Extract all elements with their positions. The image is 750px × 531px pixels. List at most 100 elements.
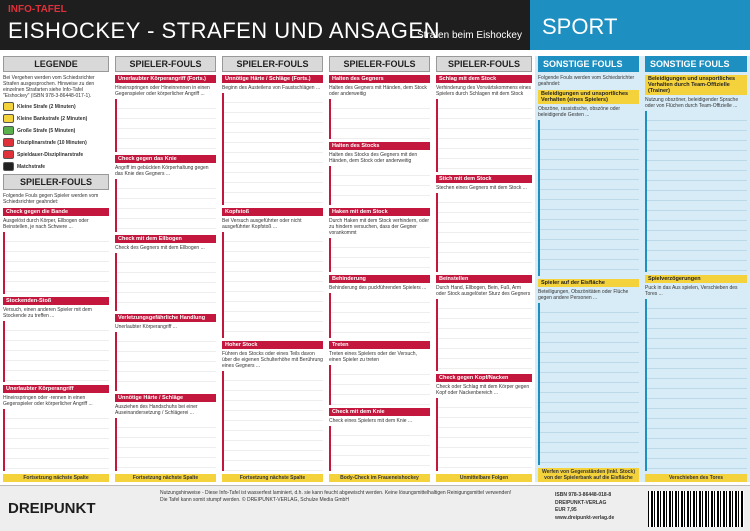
penalty-icons bbox=[3, 320, 109, 383]
section: Unerlaubter Körperangriff (Forts.) Hinein… bbox=[115, 75, 216, 152]
section: Hoher Stock Führen des Stocks oder eines … bbox=[222, 341, 323, 471]
section-text: Halten des Stocks des Gegners mit den Hä… bbox=[329, 151, 418, 164]
section: Stockenden-Stoß Versuch, einen anderen Sp… bbox=[3, 296, 109, 383]
penalty-icons bbox=[436, 99, 532, 172]
section: Schlag mit dem Stock Verhinderung des Vor… bbox=[436, 75, 532, 172]
penalty-icons bbox=[436, 398, 532, 471]
section-heading: Verletzungsgefährliche Handlung bbox=[115, 314, 216, 323]
section-text: Angriff im gebückten Körperhaltung gegen… bbox=[115, 164, 209, 177]
column: SONSTIGE FOULS Folgende Fouls werden vom … bbox=[535, 56, 642, 482]
legend-text: Kleine Strafe (2 Minuten) bbox=[17, 103, 76, 110]
column-footer: Body-Check im Fraueneishockey bbox=[329, 474, 430, 482]
column: SONSTIGE FOULS Beleidigungen und unsportl… bbox=[642, 56, 750, 482]
penalty-icons bbox=[538, 303, 639, 465]
column-footer: Werfen von Gegenständen (inkl. Stock) vo… bbox=[538, 468, 639, 482]
penalty-icons bbox=[115, 252, 216, 312]
section: Check gegen Kopf/Nacken Check oder Schlag… bbox=[436, 374, 532, 471]
penalty-icons bbox=[222, 93, 323, 205]
sub-intro: Folgende Fouls gegen Spieler werden vom … bbox=[3, 193, 99, 205]
column: SPIELER-FOULS Unerlaubter Körperangriff (… bbox=[112, 56, 219, 482]
legend-item: Kleine Bankstrafe (2 Minuten) bbox=[3, 114, 109, 123]
legend-text: Kleine Bankstrafe (2 Minuten) bbox=[17, 115, 88, 122]
section: Unnötige Härte / Schläge (Forts.) Beginn … bbox=[222, 75, 323, 205]
section: Behinderung Behinderung des puckführenden… bbox=[329, 274, 430, 338]
section-heading: Spielverzögerungen bbox=[645, 274, 747, 283]
legend-badge bbox=[3, 138, 14, 147]
section: Spieler auf der Eisfläche Beteiligungen, … bbox=[538, 279, 639, 465]
publisher: DREIPUNKT-VERLAG bbox=[555, 499, 607, 506]
penalty-icons bbox=[329, 365, 430, 405]
header-title: EISHOCKEY - STRAFEN UND ANSAGEN bbox=[8, 18, 440, 43]
legend-item: Disziplinarstrafe (10 Minuten) bbox=[3, 138, 109, 147]
legend-text: Disziplinarstrafe (10 Minuten) bbox=[17, 139, 87, 146]
column-footer: Verschieben des Tores bbox=[645, 474, 747, 482]
section-heading: Check gegen Kopf/Nacken bbox=[436, 374, 532, 383]
section: Check gegen das Knie Angriff im gebückten… bbox=[115, 154, 216, 232]
penalty-icons bbox=[115, 178, 216, 232]
section-heading: Check gegen die Bande bbox=[3, 208, 109, 216]
penalty-icons bbox=[329, 292, 430, 338]
penalty-icons bbox=[115, 332, 216, 392]
section-heading: Unerlaubter Körperangriff bbox=[3, 385, 109, 394]
header-label: INFO-TAFEL bbox=[8, 4, 67, 15]
section-text: Stechen eines Gegners mit dem Stock ... bbox=[436, 184, 527, 191]
legend-item: Große Strafe (5 Minuten) bbox=[3, 126, 109, 135]
intro: Folgende Fouls werden vom Schiedsrichter… bbox=[538, 75, 635, 87]
section: Kopfstoß Bei Versuch ausgeführter oder ni… bbox=[222, 208, 323, 338]
penalty-icons bbox=[329, 99, 430, 139]
header-band: INFO-TAFEL EISHOCKEY - STRAFEN UND ANSAG… bbox=[0, 0, 530, 50]
section-text: Durch Hand, Ellbogen, Bein, Fuß, Arm ode… bbox=[436, 284, 531, 297]
section-text: Hineinspringen oder Hineinrennen in eine… bbox=[115, 85, 210, 97]
section-text: Halten des Gegners mit Händen, dem Stock… bbox=[329, 85, 427, 97]
legend-item: Spieldauer-Disziplinarstrafe bbox=[3, 150, 109, 159]
section: Halten des Gegners Halten des Gegners mit… bbox=[329, 75, 430, 139]
section: Check mit dem Ellbogen Check des Gegners … bbox=[115, 234, 216, 312]
column-footer: Fortsetzung nächste Spalte bbox=[115, 473, 216, 482]
column-footer: Fortsetzung nächste Spalte bbox=[222, 474, 323, 482]
legend-text: Große Strafe (5 Minuten) bbox=[17, 127, 76, 134]
penalty-icons bbox=[222, 371, 323, 471]
penalty-icons bbox=[222, 232, 323, 338]
penalty-icons bbox=[115, 418, 216, 471]
header-subtitle: Strafen beim Eishockey bbox=[416, 30, 522, 41]
section-heading: Halten des Gegners bbox=[329, 75, 430, 83]
section-text: Ausziehen des Handschuhs bei einer Ausei… bbox=[115, 404, 198, 417]
section-heading: Kopfstoß bbox=[222, 208, 323, 216]
section-heading: Spieler auf der Eisfläche bbox=[538, 279, 639, 287]
section-heading: Beleidigungen und unsportliches Verhalte… bbox=[538, 90, 639, 104]
imprint: ISBN 978-3-86448-018-8 DREIPUNKT-VERLAG … bbox=[555, 492, 614, 522]
price: EUR 7,95 bbox=[555, 507, 577, 513]
legend-item: Kleine Strafe (2 Minuten) bbox=[3, 102, 109, 111]
section-heading: Stich mit dem Stock bbox=[436, 174, 532, 183]
column: SPIELER-FOULS Halten des Gegners Halten de… bbox=[326, 56, 433, 482]
section-text: Puck in das Aus spielen, Verschieben des… bbox=[645, 284, 738, 297]
section-heading: Treten bbox=[329, 341, 430, 349]
notice: Nutzungshinweise - Diese Info-Tafel ist … bbox=[160, 490, 512, 503]
section-text: Unerlaubter Körperangriff ... bbox=[115, 324, 177, 331]
section: Check mit dem Knie Check eines Spielers m… bbox=[329, 407, 430, 471]
legend-badge bbox=[3, 126, 14, 135]
section-text: Versuch, einen anderen Spieler mit dem S… bbox=[3, 306, 92, 319]
section: Stich mit dem Stock Stechen eines Gegners… bbox=[436, 174, 532, 272]
section-heading: Beleidigungen und unsportliches Verhalte… bbox=[645, 75, 747, 95]
url: www.dreipunkt-verlag.de bbox=[555, 514, 615, 521]
penalty-icons bbox=[645, 111, 747, 272]
penalty-icons bbox=[3, 409, 109, 472]
section: Beleidigungen und unsportliches Verhalte… bbox=[538, 90, 639, 276]
column: SPIELER-FOULS Schlag mit dem Stock Verhind… bbox=[433, 56, 535, 482]
column-title: SPIELER-FOULS bbox=[436, 56, 532, 72]
legend-text: Matchstrafe bbox=[17, 163, 46, 170]
section-text: Hineinspringen oder -rennen in einen Geg… bbox=[3, 395, 93, 408]
section-heading: Beinstellen bbox=[436, 274, 532, 283]
section: Unerlaubter Körperangriff Hineinspringen … bbox=[3, 385, 109, 472]
section-text: Check oder Schlag mit dem Körper gegen K… bbox=[436, 384, 530, 397]
section: Check gegen die Bande Ausgelöst durch Kör… bbox=[3, 208, 109, 294]
section: Spielverzögerungen Puck in das Aus spiele… bbox=[645, 274, 747, 471]
section-heading: Stockenden-Stoß bbox=[3, 296, 109, 305]
legend-badge bbox=[3, 162, 14, 171]
barcode bbox=[648, 491, 744, 527]
section-heading: Unnötige Härte / Schläge bbox=[115, 394, 216, 403]
column-title: SONSTIGE FOULS bbox=[538, 56, 639, 72]
section-text: Durch Haken mit dem Stock verhindern, od… bbox=[329, 218, 430, 236]
penalty-icons bbox=[329, 238, 430, 272]
